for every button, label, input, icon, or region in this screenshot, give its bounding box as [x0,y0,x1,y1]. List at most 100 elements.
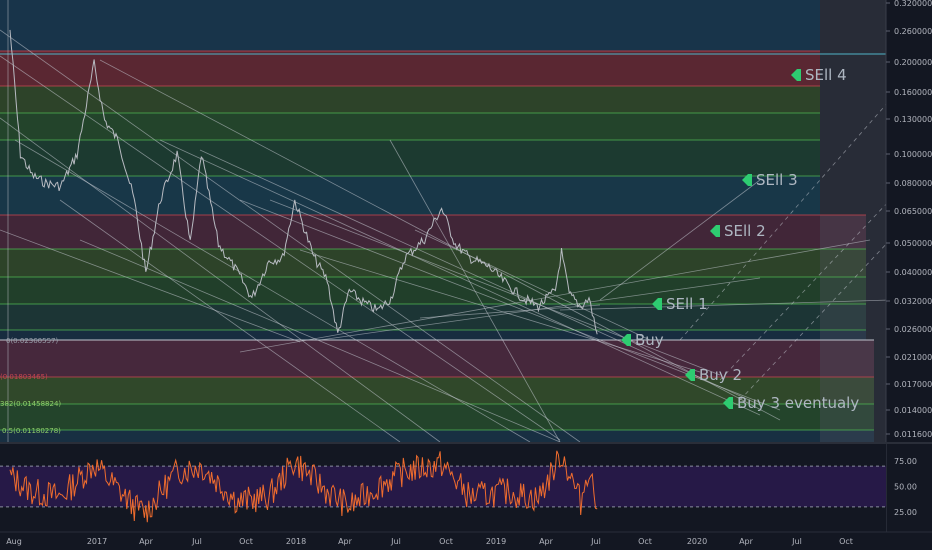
trendlines [0,0,891,443]
y-tick-label: 0.08000000 [894,179,932,188]
y-tick-label: 0.20000000 [894,58,932,67]
trendline[interactable] [14,139,531,443]
x-tick-label: Oct [239,537,253,546]
trendline[interactable] [389,139,561,443]
annotation-label: Buy 3 eventualy [737,394,859,412]
x-tick-label: Jul [590,537,601,546]
fib-zone-band [0,140,820,176]
annotation-5[interactable]: Buy [621,331,664,349]
arrow-icon [723,397,733,409]
fib-zone-band [0,430,874,442]
trendline[interactable] [599,179,761,301]
annotation-7[interactable]: Buy 3 eventualy [723,394,859,412]
fib-zone-band [0,404,874,430]
trendline[interactable] [0,29,581,443]
y-tick-label: 0.10000000 [894,150,932,159]
annotation-label: Buy [635,331,664,349]
annotation-label: SEll 2 [724,222,766,240]
y-tick-label: 0.13000000 [894,115,932,124]
fib-zone-band [0,176,820,215]
future-region [820,0,886,442]
fib-zone-band [0,86,820,113]
fib-label: 382(0.01458824) [0,400,61,408]
trendline[interactable] [0,55,561,441]
fib-zone-band [0,51,820,86]
trendline[interactable] [59,199,401,443]
y-tick-label: 0.02100000 [894,353,932,362]
x-tick-label: 2018 [286,537,306,546]
x-tick-label: Oct [638,537,652,546]
y-tick-label: 0.01160000 [894,430,932,439]
arrow-icon [652,298,662,310]
arrow-icon [791,69,801,81]
fib-zone-band [0,113,820,140]
trendline[interactable] [199,149,761,406]
x-tick-label: Jul [390,537,401,546]
annotation-6[interactable]: Buy 2 [685,366,742,384]
annotation-3[interactable]: SEll 2 [710,222,766,240]
rsi-tick-label: 25.00 [894,508,917,517]
rsi-tick-label: 50.00 [894,483,917,492]
fib-label: (0.01803465) [0,373,48,381]
x-tick-label: Apr [139,537,154,546]
x-tick-label: Jul [191,537,202,546]
y-tick-label: 0.06500000 [894,207,932,216]
x-tick-label: Apr [739,537,754,546]
x-tick-label: Jul [791,537,802,546]
annotation-label: SEll 1 [666,295,708,313]
trendline[interactable] [79,239,561,443]
trendline[interactable] [99,59,781,421]
annotation-label: SEll 4 [805,66,847,84]
fib-zone-band [0,0,820,51]
trendline[interactable] [414,229,651,341]
y-tick-label: 0.32000000 [894,0,932,8]
fib-label: 0.5(0.01180278) [2,427,61,435]
trendline[interactable] [419,304,601,319]
x-tick-label: 2017 [87,537,107,546]
x-tick-label: Apr [539,537,554,546]
trendline[interactable] [269,199,721,376]
fib-zone-band [0,330,866,340]
fib-zone-band [0,340,874,377]
y-tick-label: 0.02600000 [894,325,932,334]
trendline[interactable] [159,139,761,416]
y-tick-label: 0.03200000 [894,297,932,306]
y-tick-label: 0.01400000 [894,406,932,415]
trendline[interactable] [0,117,441,443]
x-tick-label: Oct [839,537,853,546]
trendline[interactable] [299,249,701,373]
annotation-2[interactable]: SEll 3 [742,171,798,189]
x-tick-label: 2020 [687,537,707,546]
annotation-label: Buy 2 [699,366,742,384]
fib-labels: 0(0.02360557) (0.01803465) 382(0.01458824)… [0,337,61,435]
rsi-axis-ticks: 75.00 50.00 25.00 [894,457,917,517]
price-series-line [9,29,598,335]
trendline[interactable] [559,299,891,311]
x-tick-label: 2019 [486,537,506,546]
x-tick-label: Apr [338,537,353,546]
x-tick-label: Oct [439,537,453,546]
arrow-icon [621,334,631,346]
fib-zones [0,0,886,442]
trendline[interactable] [679,99,891,341]
annotation-4[interactable]: SEll 1 [652,295,708,313]
price-axis[interactable] [886,0,932,442]
y-tick-label: 0.26000000 [894,27,932,36]
x-tick-label: Aug [6,537,22,546]
annotation-label: SEll 3 [756,171,798,189]
trendline[interactable] [0,229,301,343]
y-tick-label: 0.05000000 [894,239,932,248]
trendline[interactable] [239,239,871,353]
annotation-1[interactable]: SEll 4 [791,66,847,84]
arrow-icon [685,369,695,381]
y-tick-label: 0.04000000 [894,268,932,277]
trendline[interactable] [719,199,891,381]
rsi-series-line [9,450,598,523]
arrow-icon [742,174,752,186]
y-tick-label: 0.16000000 [894,88,932,97]
time-axis[interactable] [0,532,932,550]
fib-label: 0(0.02360557) [6,337,58,345]
arrow-icon [710,225,720,237]
